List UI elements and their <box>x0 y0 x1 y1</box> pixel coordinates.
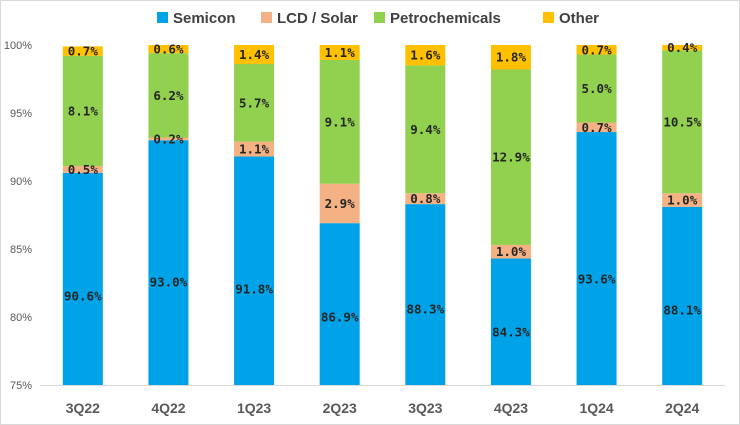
legend-label: Petrochemicals <box>390 10 501 27</box>
x-category-label: 1Q24 <box>579 400 613 416</box>
bar-segment-other <box>62 46 103 56</box>
bar-segment-petrochemicals <box>319 59 360 184</box>
x-category-label: 2Q23 <box>323 400 357 416</box>
bar-segment-semicon <box>576 132 617 385</box>
bar-segment-semicon <box>662 206 703 385</box>
bar-segment-lcd-solar <box>62 166 103 173</box>
y-axis: 75% 80% 85% 90% 95% 100% <box>4 40 725 392</box>
x-category-label: 3Q22 <box>66 400 100 416</box>
bar-segment-lcd-solar <box>576 122 617 133</box>
bar-segment-semicon <box>490 258 531 385</box>
x-category-label: 4Q22 <box>151 400 185 416</box>
data-label: 9.4% <box>410 122 441 137</box>
data-label: 0.6% <box>153 42 184 57</box>
data-label: 1.6% <box>410 48 441 63</box>
data-label: 0.4% <box>667 40 698 55</box>
bar-segment-petrochemicals <box>576 54 617 123</box>
y-tick-label: 95% <box>10 108 32 120</box>
data-label: 86.9% <box>321 310 359 325</box>
bar-segment-lcd-solar <box>662 193 703 207</box>
data-label: 93.0% <box>150 275 188 290</box>
data-label: 0.8% <box>410 191 441 206</box>
x-category-label: 4Q23 <box>494 400 528 416</box>
bar-segment-semicon <box>405 204 446 385</box>
data-label: 88.3% <box>406 302 444 317</box>
bar-segment-other <box>662 45 703 51</box>
data-label: 1.0% <box>496 244 527 259</box>
data-label: 0.7% <box>68 44 99 59</box>
bar-segment-other <box>234 45 275 65</box>
y-tick-label: 90% <box>10 176 32 188</box>
data-label: 10.5% <box>663 114 701 129</box>
x-category-label: 2Q24 <box>665 400 699 416</box>
bar-segment-petrochemicals <box>405 65 446 194</box>
legend-swatch-semicon <box>157 12 168 23</box>
bar-segment-other <box>319 45 360 60</box>
data-label: 12.9% <box>492 150 530 165</box>
y-tick-label: 85% <box>10 244 32 256</box>
legend-swatch-lcd-solar <box>261 12 272 23</box>
data-label: 1.4% <box>239 47 270 62</box>
bar-segment-other <box>148 45 189 54</box>
bar-segment-semicon <box>234 156 275 385</box>
y-tick-label: 80% <box>10 312 32 324</box>
data-label: 0.7% <box>582 42 613 57</box>
bar-segment-semicon <box>319 223 360 385</box>
bar-segment-semicon <box>148 140 189 385</box>
data-label: 1.1% <box>325 45 356 60</box>
y-tick-label: 100% <box>4 40 32 52</box>
legend-swatch-petrochemicals <box>374 12 385 23</box>
bar-segment-lcd-solar <box>405 193 446 205</box>
x-axis: 3Q22 4Q22 1Q23 2Q23 3Q23 4Q23 1Q24 2Q24 <box>66 400 700 416</box>
bars <box>62 45 703 385</box>
data-label: 91.8% <box>235 282 273 297</box>
bar-segment-petrochemicals <box>148 53 189 138</box>
bar-segment-lcd-solar <box>319 183 360 224</box>
data-label: 93.6% <box>578 271 616 286</box>
bar-segment-petrochemicals <box>662 50 703 194</box>
data-label: 6.2% <box>153 88 184 103</box>
data-label: 90.6% <box>64 288 102 303</box>
y-tick-label: 75% <box>10 380 32 392</box>
bar-segment-lcd-solar <box>234 141 275 157</box>
data-label: 0.7% <box>582 120 613 135</box>
bar-segment-semicon <box>62 172 103 385</box>
data-label: 2.9% <box>325 196 356 211</box>
bar-segment-petrochemicals <box>62 55 103 167</box>
bar-segment-petrochemicals <box>234 64 275 142</box>
bar-segment-petrochemicals <box>490 69 531 245</box>
data-label: 88.1% <box>663 303 701 318</box>
legend-label: Semicon <box>173 10 236 27</box>
data-labels: 90.6% 0.5% 8.1% 0.7% 93.0% 0.2% 6.2% 0.6% 91.8% 1… <box>64 40 701 339</box>
data-label: 8.1% <box>68 103 99 118</box>
data-label: 5.0% <box>582 81 613 96</box>
legend-swatch-other <box>543 12 554 23</box>
x-category-label: 1Q23 <box>237 400 271 416</box>
data-label: 0.2% <box>153 131 184 146</box>
bar-segment-lcd-solar <box>490 244 531 259</box>
data-label: 0.5% <box>68 162 99 177</box>
legend-label: LCD / Solar <box>277 10 358 27</box>
legend-label: Other <box>559 10 599 27</box>
legend: Semicon LCD / Solar Petrochemicals Other <box>157 10 599 27</box>
data-label: 5.7% <box>239 95 270 110</box>
data-label: 9.1% <box>325 114 356 129</box>
bar-segment-other <box>405 45 446 66</box>
data-label: 84.3% <box>492 324 530 339</box>
data-label: 1.0% <box>667 193 698 208</box>
bar-segment-other <box>576 45 617 55</box>
bar-segment-lcd-solar <box>148 137 189 141</box>
data-label: 1.1% <box>239 142 270 157</box>
x-category-label: 3Q23 <box>408 400 442 416</box>
data-label: 1.8% <box>496 50 527 65</box>
bar-segment-other <box>490 45 531 70</box>
